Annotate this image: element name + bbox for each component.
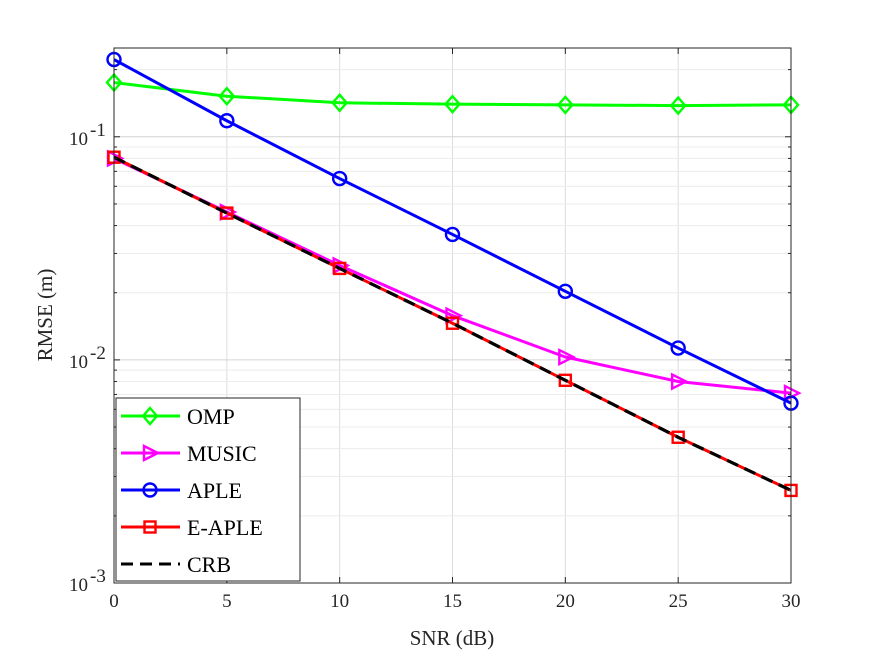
y-tick-exponent: -2 bbox=[90, 343, 106, 364]
x-axis-title: SNR (dB) bbox=[410, 626, 495, 650]
legend-aple-marker bbox=[142, 482, 158, 498]
series-aple-line bbox=[113, 58, 792, 405]
y-tick-label: 10 bbox=[69, 129, 88, 150]
legend-omp-label: OMP bbox=[187, 404, 235, 429]
x-tick-label: 30 bbox=[782, 591, 801, 612]
y-tick-label: 10 bbox=[69, 575, 88, 596]
series-omp-point bbox=[443, 94, 462, 115]
legend: OMP MUSIC APLE E-APLE CRB bbox=[115, 397, 301, 582]
y-tick-exponent: -3 bbox=[90, 566, 106, 587]
x-tick-label: 5 bbox=[222, 591, 232, 612]
series-aple-point bbox=[557, 283, 574, 299]
series-music-point bbox=[558, 348, 577, 366]
y-axis-title: RMSE (m) bbox=[33, 269, 57, 362]
series-layer bbox=[105, 51, 802, 498]
legend-crb-label: CRB bbox=[187, 552, 231, 577]
series-omp-line bbox=[113, 81, 792, 108]
series-aple-point bbox=[219, 113, 235, 129]
series-omp-point bbox=[556, 95, 574, 115]
series-omp-point bbox=[218, 86, 236, 107]
legend-aple-label: APLE bbox=[187, 478, 242, 503]
x-tick-label: 15 bbox=[443, 591, 462, 612]
legend-e-aple-marker bbox=[143, 520, 157, 534]
x-tick-label: 25 bbox=[669, 591, 688, 612]
series-aple-point bbox=[331, 170, 348, 187]
series-omp-point bbox=[331, 92, 349, 113]
x-tick-label: 20 bbox=[556, 591, 575, 612]
series-e-aple-point bbox=[445, 316, 460, 330]
series-music-point bbox=[670, 372, 689, 391]
x-tick-label: 0 bbox=[109, 591, 119, 612]
x-tick-label: 10 bbox=[330, 591, 349, 612]
series-crb-line bbox=[113, 155, 792, 492]
series-e-aple-point bbox=[558, 373, 573, 388]
series-e-aple-point bbox=[220, 206, 234, 220]
y-tick-label: 10 bbox=[69, 352, 88, 373]
legend-e-aple-label: E-APLE bbox=[187, 515, 263, 540]
series-e-aple-point bbox=[332, 261, 347, 276]
series-aple-point bbox=[670, 340, 686, 356]
series-omp-point bbox=[669, 95, 687, 116]
legend-music-label: MUSIC bbox=[187, 441, 257, 466]
legend-music-marker bbox=[142, 444, 161, 462]
series-music-point bbox=[445, 306, 464, 325]
legend-omp-marker bbox=[141, 406, 159, 426]
series-e-aple-point bbox=[671, 430, 685, 444]
y-tick-exponent: -1 bbox=[90, 120, 106, 141]
series-aple-point bbox=[444, 226, 461, 243]
